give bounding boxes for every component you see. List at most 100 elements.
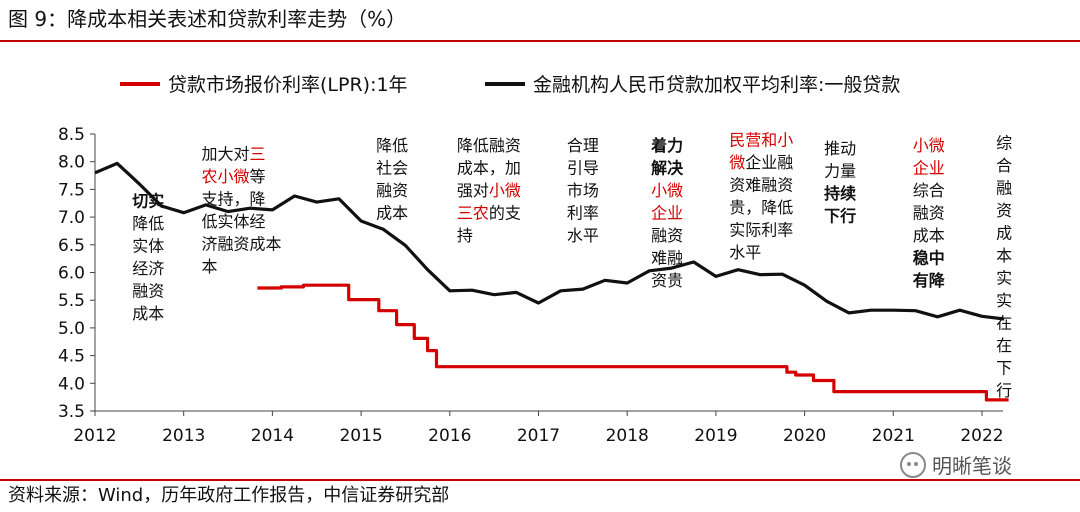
annotation-line: 融资 [913, 204, 945, 223]
annotation-text: 降低 [132, 214, 164, 233]
annotation-line: 经济 [132, 259, 164, 278]
annotation-line: 成本 [376, 204, 408, 223]
annotation-line: 综 [996, 133, 1012, 152]
annotation-line: 下 [996, 358, 1012, 377]
annotation-text: 低实体经 [201, 212, 265, 231]
y-tick-label: 5.0 [58, 319, 85, 339]
wechat-icon [900, 451, 926, 478]
annotation-text: 三 [249, 144, 265, 163]
annotation-line: 推动 [824, 139, 856, 158]
annotation-line: 水平 [729, 243, 761, 262]
annotation-text: 融资 [132, 281, 164, 300]
source-note: 资料来源：Wind，历年政府工作报告，中信证券研究部 [8, 485, 450, 506]
annotation-line: 实体 [132, 236, 164, 255]
title-divider [0, 40, 1080, 42]
source-divider [0, 479, 1080, 481]
x-tick-label: 2017 [517, 426, 560, 446]
annotation-text: 济融资成本 [201, 234, 281, 253]
annotation-line: 合理 [567, 136, 599, 155]
annotation-line: 着力 [650, 136, 683, 155]
annotation-text: 水平 [729, 243, 761, 262]
annotation-text: 实 [996, 268, 1012, 287]
x-tick-label: 2019 [694, 426, 737, 446]
annotation-line: 成 [996, 223, 1012, 242]
annotation-text: 行 [996, 381, 1012, 400]
annotation-text: 下行 [824, 206, 856, 225]
y-tick-label: 7.5 [58, 180, 85, 200]
annotation-text: 合 [996, 156, 1012, 175]
y-tick-label: 6.0 [58, 264, 85, 284]
annotation-line: 成本，加 [457, 159, 521, 178]
annotation-line: 融资 [376, 181, 408, 200]
annotation-line: 小微 [651, 181, 683, 200]
annotation-line: 解决 [651, 159, 684, 178]
annotation-text: 小微 [489, 181, 521, 200]
annotation-text: 综 [996, 133, 1012, 152]
annotation-text: 小微 [651, 181, 683, 200]
annotation-text: 水平 [567, 226, 599, 245]
annotation-line: 稳中 [913, 249, 945, 268]
annotation-line: 降低 [376, 136, 408, 155]
annotation-text: 加大对 [201, 144, 249, 163]
x-tick-label: 2018 [606, 426, 649, 446]
annotation-text: 降低融资 [457, 136, 521, 155]
annotation-line: 降低融资 [457, 136, 521, 155]
annotation-line: 加大对三 [201, 144, 265, 163]
y-tick-label: 8.0 [58, 153, 85, 173]
annotation-line: 贵，降低 [729, 198, 793, 217]
x-tick-label: 2020 [783, 426, 826, 446]
annotation-line: 资 [996, 201, 1012, 220]
annotation-text: 利率 [567, 204, 599, 223]
y-tick-label: 4.0 [58, 374, 85, 394]
y-tick-label: 4.5 [58, 347, 85, 367]
annotation-text: 社会 [376, 159, 408, 178]
annotation-line: 民营和小 [729, 131, 793, 150]
annotation-text: 着力 [650, 136, 683, 155]
x-tick-label: 2015 [339, 426, 382, 446]
annotation-line: 济融资成本 [201, 234, 281, 253]
annotation-text: 等 [249, 167, 265, 186]
annotation-line: 本 [996, 246, 1012, 265]
annotation-line: 在 [996, 313, 1012, 332]
annotation-line: 融资 [651, 226, 683, 245]
annotation-text: 融资 [651, 226, 683, 245]
annotation-line: 持续 [824, 184, 856, 203]
annotation-line: 力量 [824, 161, 856, 180]
annotation-line: 融 [996, 178, 1012, 197]
annotation-text: 资 [996, 201, 1012, 220]
annotation-text: 实际利率 [729, 221, 793, 240]
annotation-line: 微企业融 [729, 153, 793, 172]
annotation-text: 企业 [913, 159, 945, 178]
annotation-line: 社会 [376, 159, 408, 178]
annotation-text: 融 [996, 178, 1012, 197]
annotation-text: 合理 [567, 136, 599, 155]
annotation-text: 微 [729, 153, 745, 172]
annotation-line: 成本 [132, 304, 164, 323]
annotation-text: 推动 [824, 139, 856, 158]
x-tick-label: 2016 [428, 426, 471, 446]
annotation-text: 融资 [376, 181, 408, 200]
annotation-text: 持 [457, 226, 473, 245]
legend-label-1: 贷款市场报价利率(LPR):1年 [168, 74, 408, 96]
annotation-text: 综合 [913, 181, 945, 200]
annotation-text: 小微 [913, 136, 945, 155]
series-line-2 [94, 161, 1005, 321]
page-title: 图 9：降成本相关表述和贷款利率走势（%） [8, 7, 407, 31]
annotation-text: 资难融资 [729, 176, 793, 195]
annotation-text: 成本 [376, 204, 408, 223]
x-tick-label: 2014 [251, 426, 294, 446]
y-tick-label: 7.0 [58, 208, 85, 228]
annotation-text: 成本，加 [457, 159, 521, 178]
annotation-text: 贵，降低 [729, 198, 793, 217]
annotation-line: 有降 [913, 271, 946, 290]
annotation-text: 农小微 [201, 167, 249, 186]
annotation-line: 融资 [132, 281, 164, 300]
annotation-line: 合 [996, 156, 1012, 175]
annotation-text: 三农 [457, 204, 489, 223]
annotation-text: 在 [996, 313, 1012, 332]
annotation-line: 企业 [913, 159, 945, 178]
annotation-text: 下 [996, 358, 1012, 377]
